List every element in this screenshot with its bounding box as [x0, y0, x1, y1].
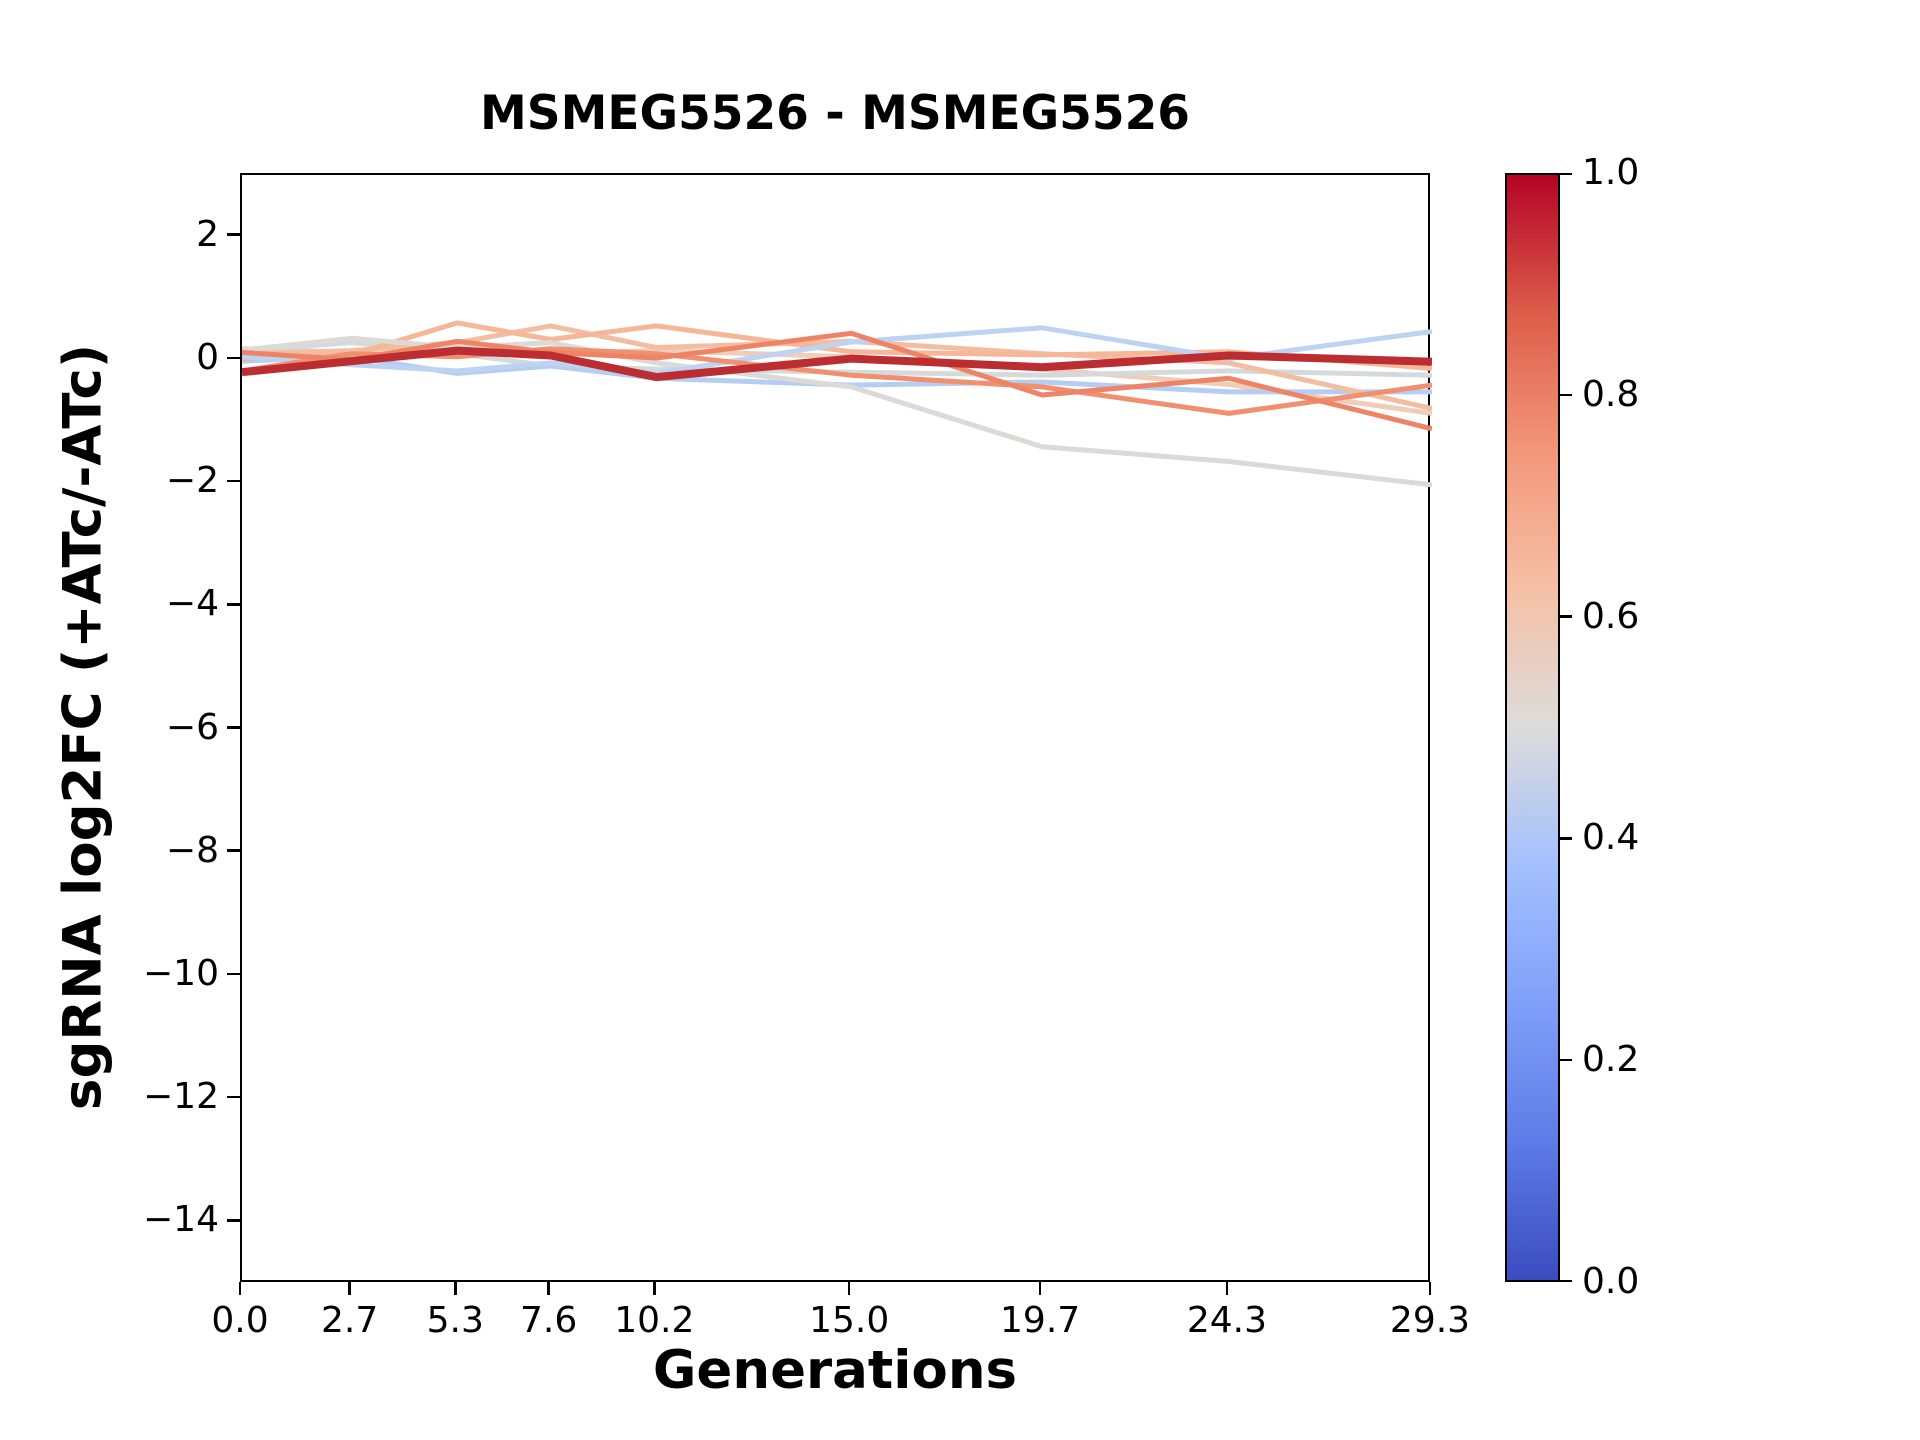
colorbar [1505, 173, 1560, 1282]
x-tick-label: 15.0 [809, 1300, 890, 1341]
y-tick [227, 1095, 240, 1099]
y-tick [227, 603, 240, 606]
y-tick-label: −6 [165, 706, 219, 748]
line-series-sgRNA-peach-zigzag [242, 320, 1432, 371]
colorbar-tick-label: 0.8 [1582, 373, 1640, 415]
x-tick [653, 1282, 656, 1295]
x-tick [847, 1282, 851, 1295]
x-tick-label: 7.6 [520, 1300, 578, 1341]
line-plot-canvas [242, 320, 1432, 488]
y-tick-label: −14 [143, 1199, 219, 1241]
x-tick-label: 29.3 [1389, 1300, 1471, 1341]
y-tick-label: 2 [196, 213, 219, 255]
y-tick [227, 972, 240, 976]
x-tick [547, 1282, 550, 1295]
colorbar-tick-label: 1.0 [1582, 152, 1640, 193]
colorbar-tick [1560, 1058, 1572, 1062]
x-axis-label: Generations [652, 1340, 1018, 1401]
y-tick [227, 726, 240, 729]
y-tick [227, 1219, 240, 1222]
chart-title: MSMEG5526 - MSMEG5526 [479, 86, 1191, 141]
line-series-sgRNA-darkred [242, 346, 1432, 382]
x-tick-label: 0.0 [211, 1300, 269, 1341]
x-tick-label: 2.7 [321, 1300, 379, 1341]
y-tick [227, 233, 240, 236]
x-tick [454, 1282, 457, 1295]
x-tick-label: 5.3 [426, 1300, 484, 1341]
colorbar-tick-label: 0.6 [1582, 595, 1640, 637]
y-tick [227, 479, 240, 483]
colorbar-tick [1560, 172, 1572, 176]
x-tick-label: 24.3 [1186, 1300, 1267, 1341]
colorbar-tick [1560, 837, 1572, 840]
colorbar-tick [1560, 1279, 1572, 1283]
colorbar-tick-label: 0.2 [1582, 1039, 1640, 1081]
y-tick-label: −10 [143, 952, 219, 994]
y-tick-label: −8 [165, 829, 219, 871]
y-tick-label: −12 [143, 1076, 219, 1118]
colorbar-tick [1560, 615, 1572, 618]
colorbar-tick-label: 0.4 [1582, 817, 1640, 859]
x-tick [238, 1282, 242, 1295]
y-tick-label: −4 [165, 583, 219, 625]
line-series-sgRNA-gray-descending [242, 335, 1432, 488]
colorbar-tick [1560, 393, 1572, 397]
y-axis-label: sgRNA log2FC (+ATc/-ATc) [52, 343, 114, 1111]
x-tick [1225, 1282, 1229, 1295]
x-tick [348, 1282, 351, 1295]
y-tick [227, 356, 240, 360]
y-tick [227, 849, 240, 852]
x-tick-label: 10.2 [614, 1300, 695, 1341]
plot-area [240, 173, 1432, 1282]
x-tick [1038, 1282, 1042, 1295]
y-tick-label: −2 [165, 460, 219, 502]
y-tick-label: 0 [196, 336, 219, 378]
colorbar-tick-label: 0.0 [1582, 1261, 1640, 1302]
x-tick-label: 19.7 [1000, 1300, 1081, 1341]
x-tick [1428, 1282, 1432, 1295]
